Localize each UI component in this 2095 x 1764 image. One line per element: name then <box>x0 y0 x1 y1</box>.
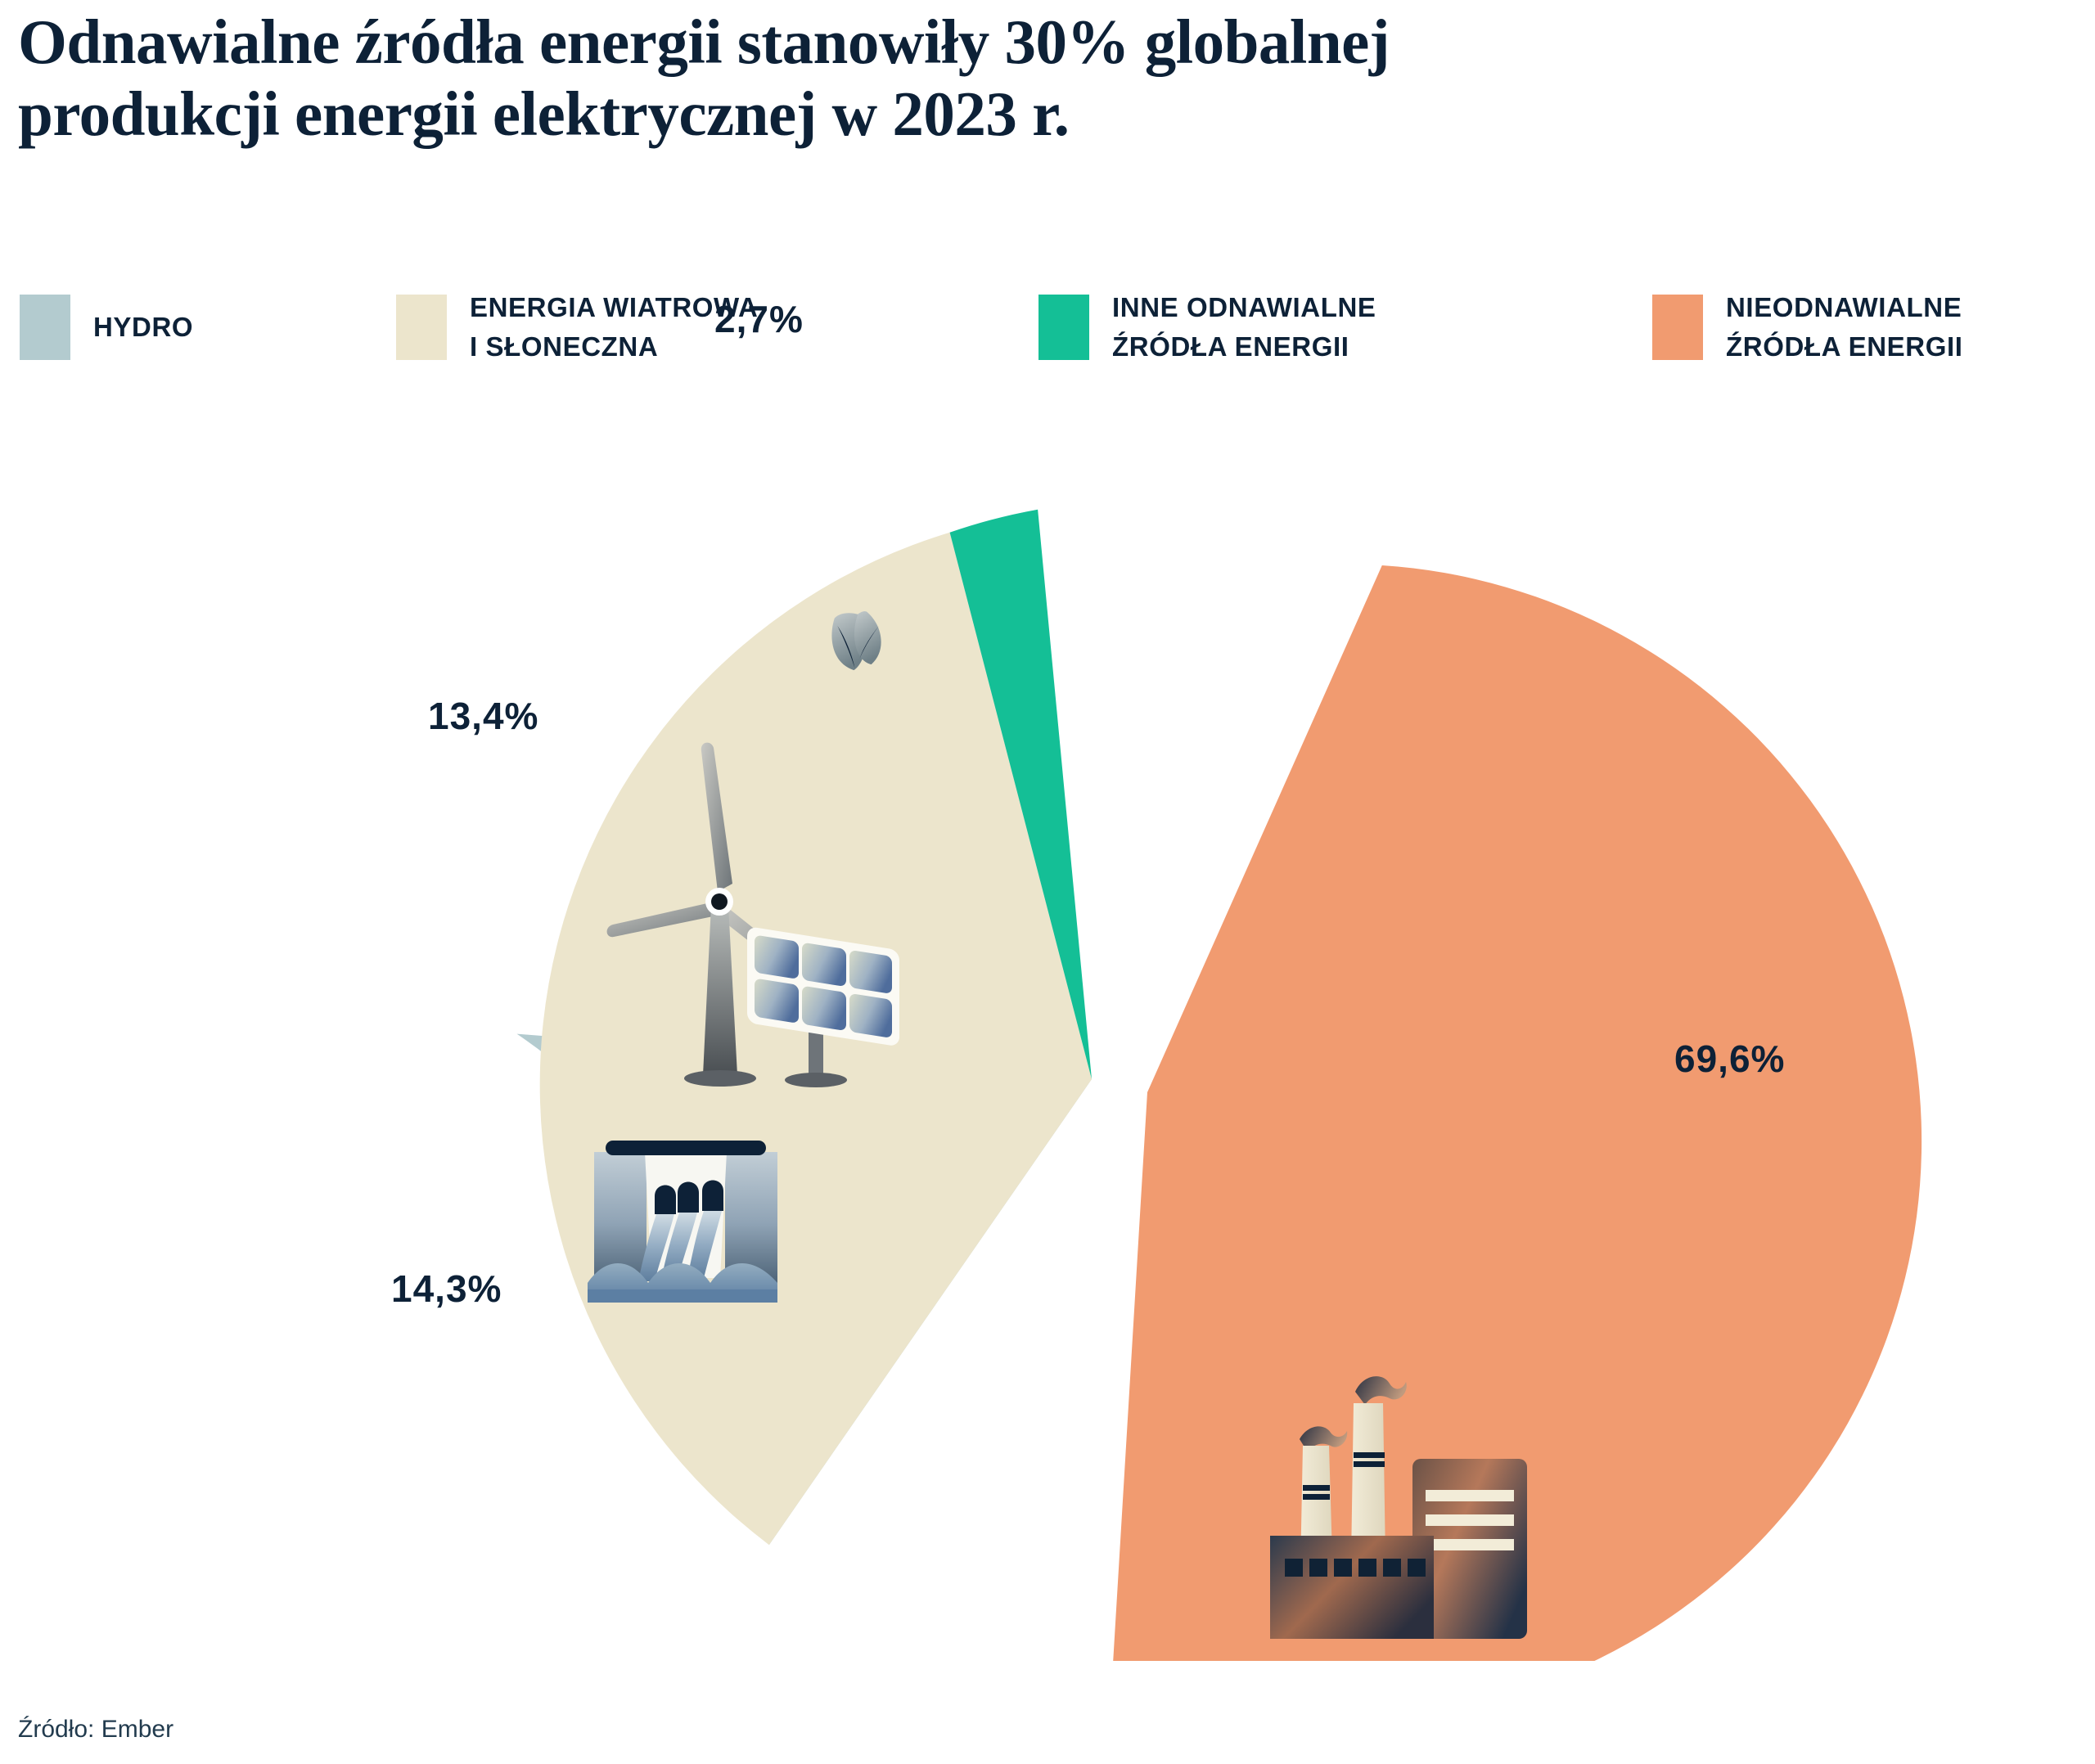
legend-swatch-other-renewables <box>1038 295 1089 360</box>
legend-item-non-renewable[interactable]: NIEODNAWIALNE ŹRÓDŁA ENERGII <box>1652 266 1963 389</box>
legend-swatch-wind-solar <box>396 295 447 360</box>
legend-label-other-renewables-line-2: ŹRÓDŁA ENERGII <box>1112 331 1349 362</box>
pct-label-wind-solar: 13,4% <box>428 695 539 737</box>
legend-label-non-renewable: NIEODNAWIALNE ŹRÓDŁA ENERGII <box>1726 288 1963 367</box>
pct-label-non-renewable: 69,6% <box>1674 1037 1786 1080</box>
legend-label-non-renewable-line-1: NIEODNAWIALNE <box>1726 292 1962 323</box>
pie-chart: 2,7% 13,4% 14,3% 69,6% <box>0 298 2095 1661</box>
legend-item-hydro[interactable]: HYDRO <box>20 266 193 389</box>
pct-label-other-renewables: 2,7% <box>714 298 804 340</box>
factory-icon <box>1270 1376 1527 1639</box>
title-line-1: Odnawialne źródła energii stanowiły 30% … <box>18 7 1390 77</box>
pie-chart-svg <box>516 509 1922 1661</box>
leaf-icon <box>831 611 881 671</box>
chart-legend: HYDRO ENERGIA WIATROWA I SŁONECZNA INNE … <box>20 266 2082 389</box>
legend-label-hydro-line-1: HYDRO <box>93 312 194 343</box>
legend-item-wind-solar[interactable]: ENERGIA WIATROWA I SŁONECZNA <box>396 266 758 389</box>
pct-label-hydro: 14,3% <box>391 1267 502 1310</box>
wind-turbine-solar-panel-icon <box>606 742 899 1087</box>
legend-label-wind-solar-line-2: I SŁONECZNA <box>470 331 659 362</box>
hydro-dam-icon <box>588 1141 777 1303</box>
legend-label-wind-solar-line-1: ENERGIA WIATROWA <box>470 292 759 323</box>
legend-item-other-renewables[interactable]: INNE ODNAWIALNE ŹRÓDŁA ENERGII <box>1038 266 1376 389</box>
legend-label-other-renewables: INNE ODNAWIALNE ŹRÓDŁA ENERGII <box>1112 288 1376 367</box>
legend-label-non-renewable-line-2: ŹRÓDŁA ENERGII <box>1726 331 1963 362</box>
pie-slice-non-renewable[interactable] <box>1113 565 1922 1661</box>
title-line-2: produkcji energii elektrycznej w 2023 r. <box>18 78 1070 149</box>
pie-slice-other-renewables[interactable] <box>949 509 1092 1079</box>
legend-label-wind-solar: ENERGIA WIATROWA I SŁONECZNA <box>470 288 758 367</box>
legend-swatch-non-renewable <box>1652 295 1703 360</box>
legend-label-hydro: HYDRO <box>93 308 193 347</box>
page-title: Odnawialne źródła energii stanowiły 30% … <box>18 7 2064 151</box>
legend-label-other-renewables-line-1: INNE ODNAWIALNE <box>1112 292 1376 323</box>
legend-swatch-hydro <box>20 295 70 360</box>
source-note: Źródło: Ember <box>18 1716 174 1743</box>
